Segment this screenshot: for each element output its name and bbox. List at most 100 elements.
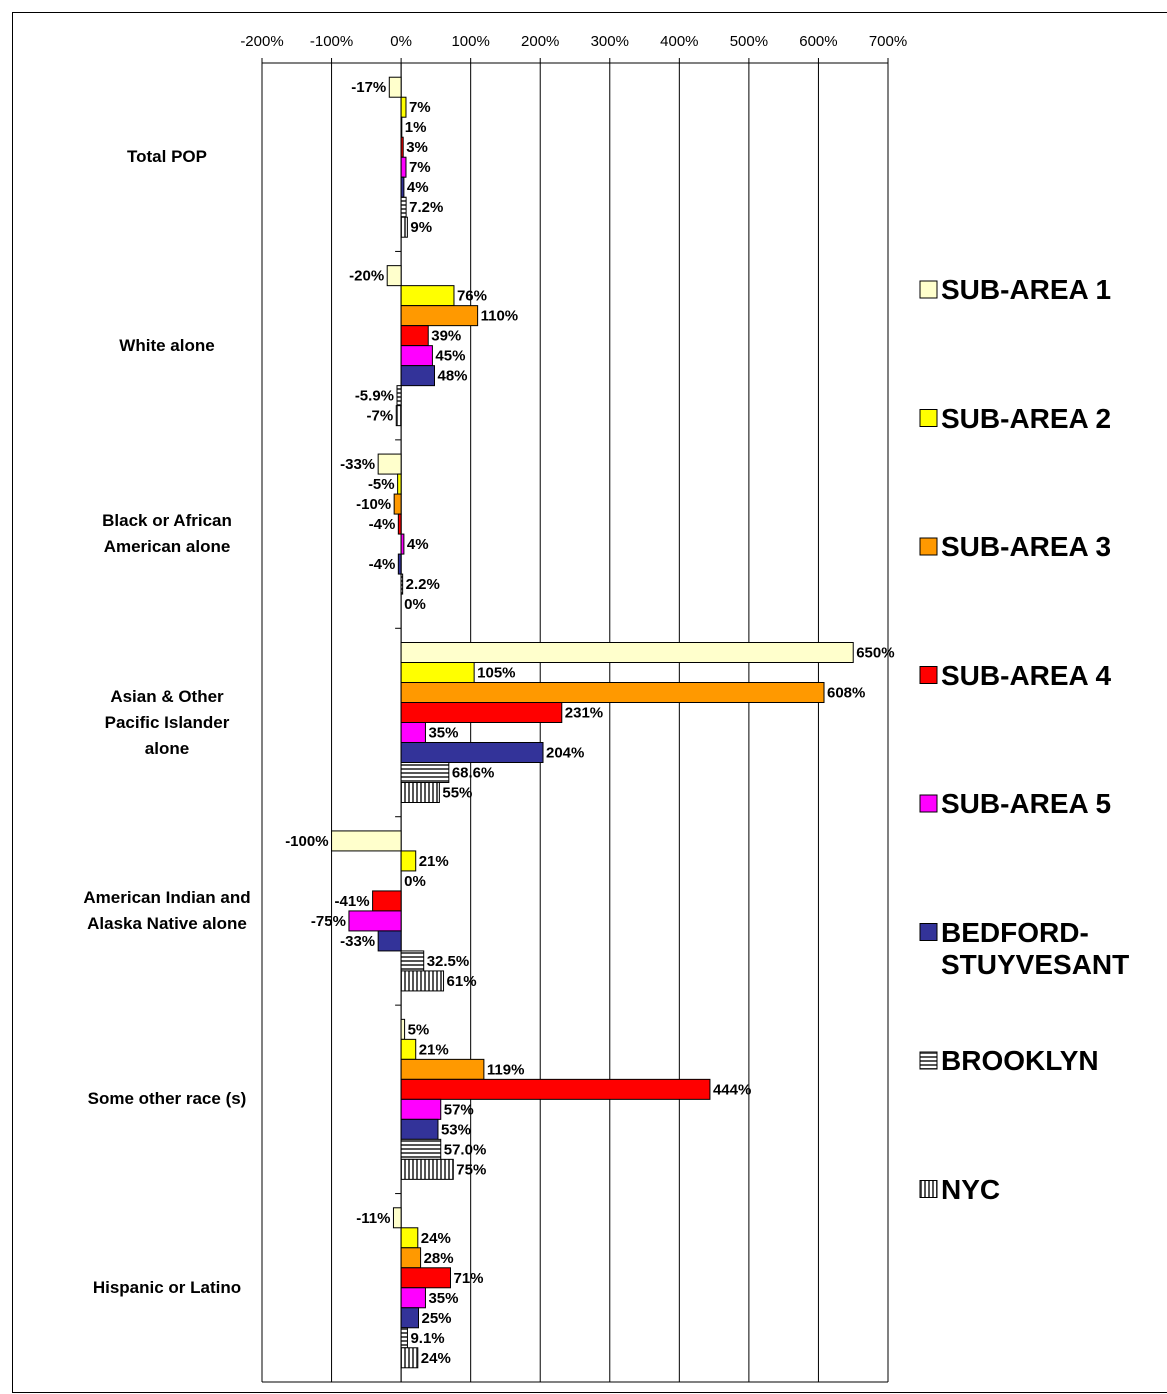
x-tick-label: -100%	[310, 33, 353, 50]
bar	[400, 1038, 417, 1060]
legend-swatch	[919, 1051, 938, 1070]
value-label: -75%	[311, 913, 346, 930]
value-label: 76%	[457, 288, 487, 305]
x-tick-label: -200%	[240, 33, 283, 50]
value-label: -5%	[368, 476, 395, 493]
bar	[400, 642, 854, 663]
bar	[400, 1327, 408, 1349]
legend-label: SUB-AREA 5	[941, 788, 1112, 819]
bar	[400, 573, 404, 595]
bar	[400, 533, 405, 555]
value-label: 55%	[442, 784, 472, 801]
legend-swatch	[919, 409, 938, 427]
bar	[400, 196, 407, 218]
legend-swatch	[919, 1180, 938, 1198]
category-label: Total POP	[127, 147, 207, 167]
value-label: -5.9%	[355, 388, 394, 405]
bar	[400, 762, 450, 783]
bar	[400, 662, 475, 683]
bar	[388, 76, 402, 98]
value-label: -4%	[369, 516, 396, 533]
value-label: -17%	[351, 79, 386, 96]
value-label: 110%	[481, 308, 519, 325]
value-label: 57.0%	[444, 1141, 487, 1158]
value-label: 231%	[565, 704, 603, 721]
value-label: -20%	[349, 268, 384, 285]
value-label: 32.5%	[427, 953, 470, 970]
bar	[400, 1138, 442, 1160]
value-label: 105%	[477, 664, 515, 681]
value-label: 4%	[407, 536, 429, 553]
value-label: 24%	[421, 1230, 451, 1247]
value-label: 0%	[404, 596, 426, 613]
bar	[400, 116, 403, 138]
value-label: 75%	[456, 1161, 486, 1178]
bar	[400, 325, 429, 347]
bar	[400, 950, 425, 972]
value-label: 35%	[428, 724, 458, 741]
value-label: -33%	[340, 933, 375, 950]
value-label: 24%	[421, 1350, 451, 1367]
bar	[400, 176, 405, 198]
bar	[400, 1267, 451, 1289]
value-label: 9%	[410, 219, 432, 236]
legend-label: BEDFORD-STUYVESANT	[941, 916, 1130, 980]
bar	[400, 1287, 426, 1309]
value-label: 57%	[444, 1101, 474, 1118]
x-tick-label: 400%	[660, 33, 698, 50]
bar	[400, 970, 445, 992]
value-label: 0%	[404, 873, 426, 890]
bar	[372, 890, 402, 912]
category-label: Some other race (s)	[87, 1089, 247, 1109]
bar	[397, 553, 402, 575]
value-label: -33%	[340, 456, 375, 473]
value-label: 7.2%	[409, 199, 443, 216]
bar	[400, 305, 479, 327]
x-tick-label: 100%	[451, 33, 489, 50]
bar	[400, 850, 417, 872]
value-label: 444%	[713, 1081, 751, 1098]
value-label: 35%	[428, 1290, 458, 1307]
bar	[396, 385, 402, 407]
legend-label: SUB-AREA 4	[941, 659, 1112, 691]
bar	[400, 1018, 406, 1040]
legend-swatch	[919, 666, 938, 684]
bar	[400, 1118, 439, 1140]
bar	[393, 493, 402, 515]
legend-label: BROOKLYN	[941, 1045, 1099, 1076]
value-label: 28%	[424, 1250, 454, 1267]
bar	[348, 910, 402, 932]
legend-label: SUB-AREA 3	[941, 531, 1112, 562]
bar	[400, 782, 440, 803]
x-tick-label: 200%	[521, 33, 559, 50]
bar	[400, 742, 544, 763]
category-label: Asian & Other Pacific Islander alone	[104, 686, 230, 758]
bar	[400, 1347, 419, 1369]
value-label: 204%	[546, 744, 584, 761]
bar	[331, 830, 402, 852]
value-label: 48%	[437, 368, 467, 385]
bar	[400, 1158, 454, 1180]
legend-swatch	[919, 794, 938, 813]
legend-swatch	[919, 280, 938, 299]
value-label: 61%	[447, 973, 477, 990]
bar	[400, 702, 563, 723]
bar	[395, 405, 402, 427]
bar	[400, 285, 455, 307]
bar	[400, 1058, 485, 1080]
value-label: -41%	[335, 893, 370, 910]
value-label: 3%	[406, 139, 428, 156]
bar	[397, 473, 402, 495]
category-label: American Indian and Alaska Native alone	[83, 887, 251, 933]
legend-swatch	[919, 923, 938, 941]
value-label: 68.6%	[452, 764, 495, 781]
value-label: 1%	[405, 119, 427, 136]
x-tick-label: 0%	[390, 33, 412, 50]
value-label: 21%	[419, 1041, 449, 1058]
value-label: 7%	[409, 159, 431, 176]
bar	[400, 216, 408, 238]
value-label: 119%	[487, 1061, 525, 1078]
bar	[400, 96, 407, 118]
legend-label: SUB-AREA 1	[941, 274, 1112, 305]
